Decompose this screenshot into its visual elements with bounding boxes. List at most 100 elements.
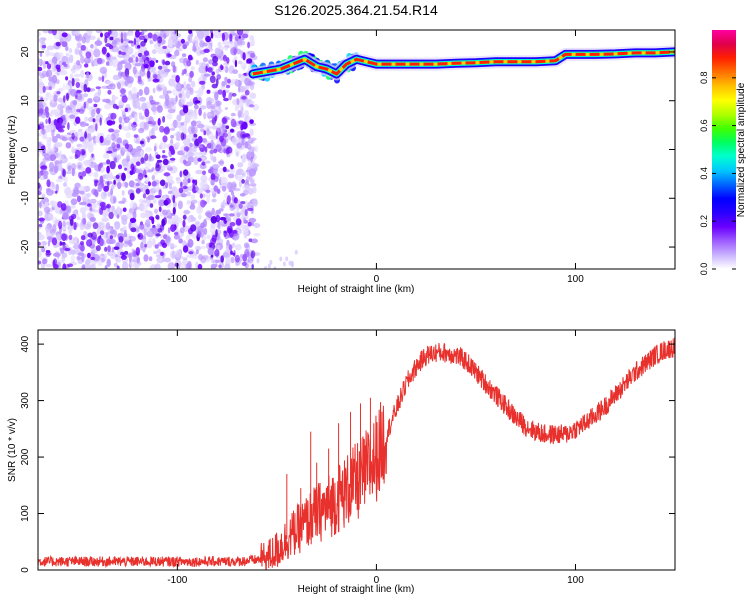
noise-blob	[162, 65, 168, 70]
noise-blob	[225, 84, 231, 89]
noise-blob	[134, 152, 140, 157]
noise-blob	[41, 193, 46, 199]
noise-blob	[88, 138, 92, 142]
noise-blob	[55, 183, 59, 193]
noise-blob	[121, 197, 126, 205]
noise-blob	[236, 212, 241, 218]
noise-blob	[86, 140, 93, 148]
noise-blob	[229, 33, 233, 42]
noise-blob	[172, 65, 176, 73]
noise-blob	[78, 201, 87, 206]
noise-blob	[210, 173, 216, 181]
noise-blob	[221, 185, 227, 192]
noise-blob	[242, 184, 250, 192]
noise-blob	[232, 69, 239, 75]
noise-blob	[54, 109, 60, 118]
noise-blob	[206, 195, 210, 204]
noise-blob	[53, 264, 59, 269]
noise-blob	[126, 76, 131, 84]
noise-blob	[98, 76, 102, 81]
noise-blob	[155, 154, 161, 159]
noise-blob	[125, 131, 131, 139]
noise-blob	[172, 38, 178, 45]
noise-blob	[159, 141, 167, 150]
noise-blob	[230, 128, 234, 133]
noise-blob	[146, 200, 152, 204]
noise-blob	[188, 152, 194, 157]
noise-blob	[128, 180, 135, 188]
noise-blob	[84, 116, 88, 122]
noise-blob	[223, 148, 227, 154]
noise-blob	[121, 218, 128, 225]
noise-blob	[236, 38, 243, 46]
noise-blob	[83, 101, 87, 109]
noise-blob	[242, 224, 250, 233]
noise-blob	[212, 61, 218, 67]
noise-blob	[240, 62, 247, 69]
noise-blob	[228, 244, 233, 252]
noise-blob	[116, 265, 120, 269]
noise-blob	[74, 49, 80, 55]
noise-blob	[170, 134, 175, 139]
noise-blob	[180, 38, 185, 44]
noise-blob	[246, 134, 251, 139]
noise-blob	[182, 185, 188, 190]
noise-blob	[108, 44, 114, 50]
colorbar-gradient	[712, 30, 736, 269]
noise-blob	[39, 51, 43, 57]
noise-blob	[116, 143, 121, 149]
noise-blob	[207, 125, 212, 129]
noise-blob	[68, 48, 73, 54]
noise-blob	[100, 32, 103, 38]
noise-blob	[240, 201, 246, 205]
noise-blob	[138, 106, 142, 110]
noise-blob	[230, 250, 233, 255]
noise-blob	[141, 203, 148, 213]
noise-blob	[103, 253, 108, 260]
noise-blob	[137, 172, 144, 180]
noise-blob	[162, 86, 168, 95]
noise-blob	[125, 46, 134, 55]
noise-blob	[209, 150, 214, 154]
noise-blob	[236, 202, 240, 211]
noise-blob	[202, 170, 206, 176]
noise-blob	[58, 128, 65, 133]
noise-blob	[236, 48, 242, 55]
noise-blob	[156, 105, 163, 113]
noise-blob	[199, 180, 207, 190]
noise-blob	[186, 254, 194, 258]
noise-blob	[192, 179, 196, 184]
noise-blob	[163, 195, 167, 201]
noise-blob	[191, 127, 196, 135]
noise-blob	[86, 239, 93, 247]
noise-blob	[172, 167, 178, 171]
noise-blob	[140, 157, 145, 165]
noise-blob	[187, 54, 193, 61]
noise-blob	[230, 256, 235, 264]
noise-blob	[157, 199, 163, 207]
noise-blob	[247, 221, 252, 227]
noise-blob	[165, 236, 171, 241]
noise-blob	[73, 222, 77, 231]
noise-blob	[242, 190, 249, 196]
noise-blob	[217, 161, 225, 165]
noise-blob	[117, 181, 122, 190]
noise-blob	[205, 189, 211, 193]
noise-blob	[38, 113, 42, 117]
noise-blob	[55, 179, 63, 183]
noise-blob	[138, 89, 143, 96]
noise-blob	[130, 260, 134, 268]
noise-blob	[77, 131, 84, 137]
noise-blob	[195, 59, 199, 65]
noise-blob	[215, 229, 218, 238]
noise-blob	[90, 256, 96, 261]
noise-blob	[87, 232, 93, 238]
noise-blob	[219, 45, 225, 51]
noise-blob	[175, 135, 180, 141]
noise-blob	[84, 259, 91, 265]
noise-blob	[143, 254, 149, 262]
noise-blob	[41, 122, 45, 131]
noise-blob	[153, 171, 158, 176]
noise-blob	[185, 90, 191, 99]
noise-blob	[183, 209, 190, 215]
